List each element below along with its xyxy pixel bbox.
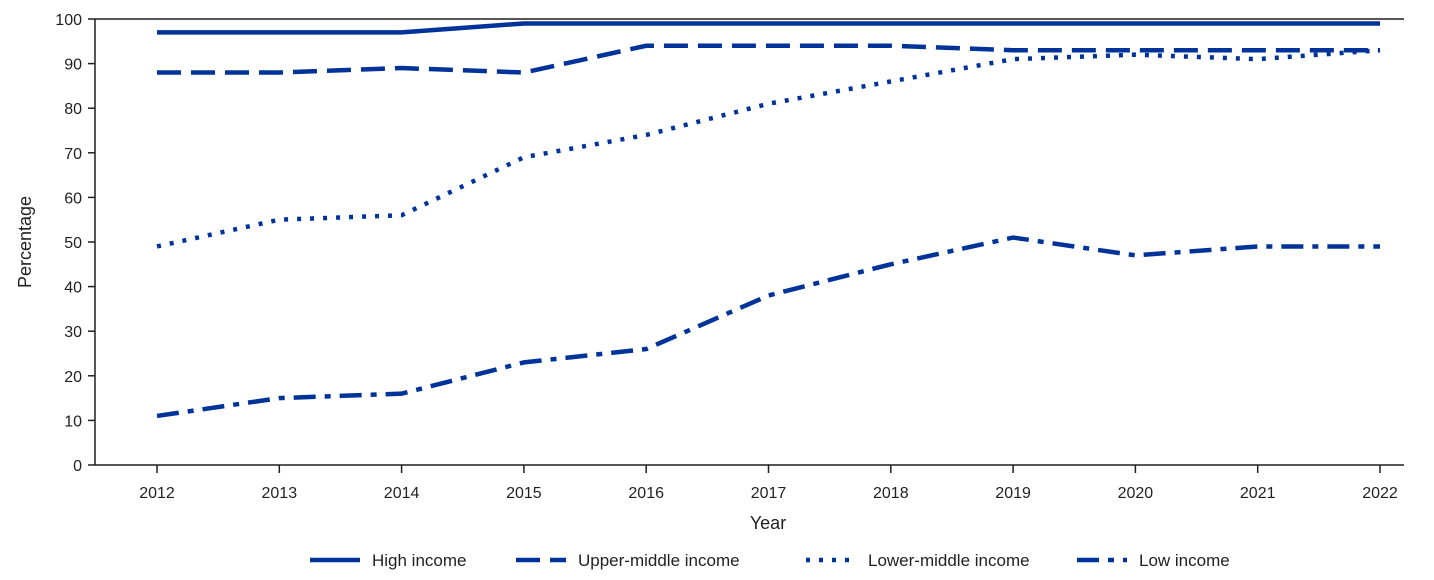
x-tick-label: 2015 [506, 485, 542, 502]
legend-label-high-income: High income [372, 551, 467, 570]
series-line-lower-middle-income [156, 47, 1381, 249]
x-axis-ticks: 2012 2013 2014 2015 2016 2017 2018 2019 2020 2021… [139, 465, 1398, 502]
y-tick-label: 90 [64, 57, 82, 74]
plot-frame [94, 18, 1404, 466]
x-tick-label: 2013 [262, 485, 298, 502]
x-tick-label: 2021 [1240, 485, 1276, 502]
x-tick-label: 2019 [995, 485, 1031, 502]
legend-label-lower-middle-income: Lower-middle income [868, 551, 1030, 570]
x-tick-label: 2018 [873, 485, 909, 502]
y-axis-label: Percentage [15, 196, 35, 288]
legend: High income Upper-middle income Lower-midd… [310, 551, 1230, 570]
y-tick-label: 80 [64, 101, 82, 118]
series-line-upper-middle-income [157, 43, 1380, 75]
y-tick-label: 0 [73, 458, 82, 475]
series-line-low-income [156, 235, 1380, 419]
x-tick-label: 2020 [1118, 485, 1154, 502]
series-line-high-income [157, 21, 1380, 35]
x-tick-label: 2022 [1362, 485, 1398, 502]
y-tick-label: 100 [55, 12, 82, 29]
y-tick-label: 70 [64, 146, 82, 163]
y-tick-label: 20 [64, 369, 82, 386]
x-tick-label: 2017 [751, 485, 787, 502]
y-tick-label: 30 [64, 324, 82, 341]
series-lines [156, 21, 1381, 419]
y-tick-label: 10 [64, 413, 82, 430]
y-axis-ticks: 0 10 20 30 40 50 60 70 80 90 100 [55, 12, 95, 475]
legend-label-upper-middle-income: Upper-middle income [578, 551, 740, 570]
x-tick-label: 2016 [628, 485, 664, 502]
y-tick-label: 60 [64, 190, 82, 207]
y-tick-label: 40 [64, 280, 82, 297]
y-tick-label: 50 [64, 235, 82, 252]
x-axis-label: Year [750, 513, 786, 533]
x-tick-label: 2014 [384, 485, 420, 502]
x-tick-label: 2012 [139, 485, 175, 502]
legend-label-low-income: Low income [1139, 551, 1230, 570]
